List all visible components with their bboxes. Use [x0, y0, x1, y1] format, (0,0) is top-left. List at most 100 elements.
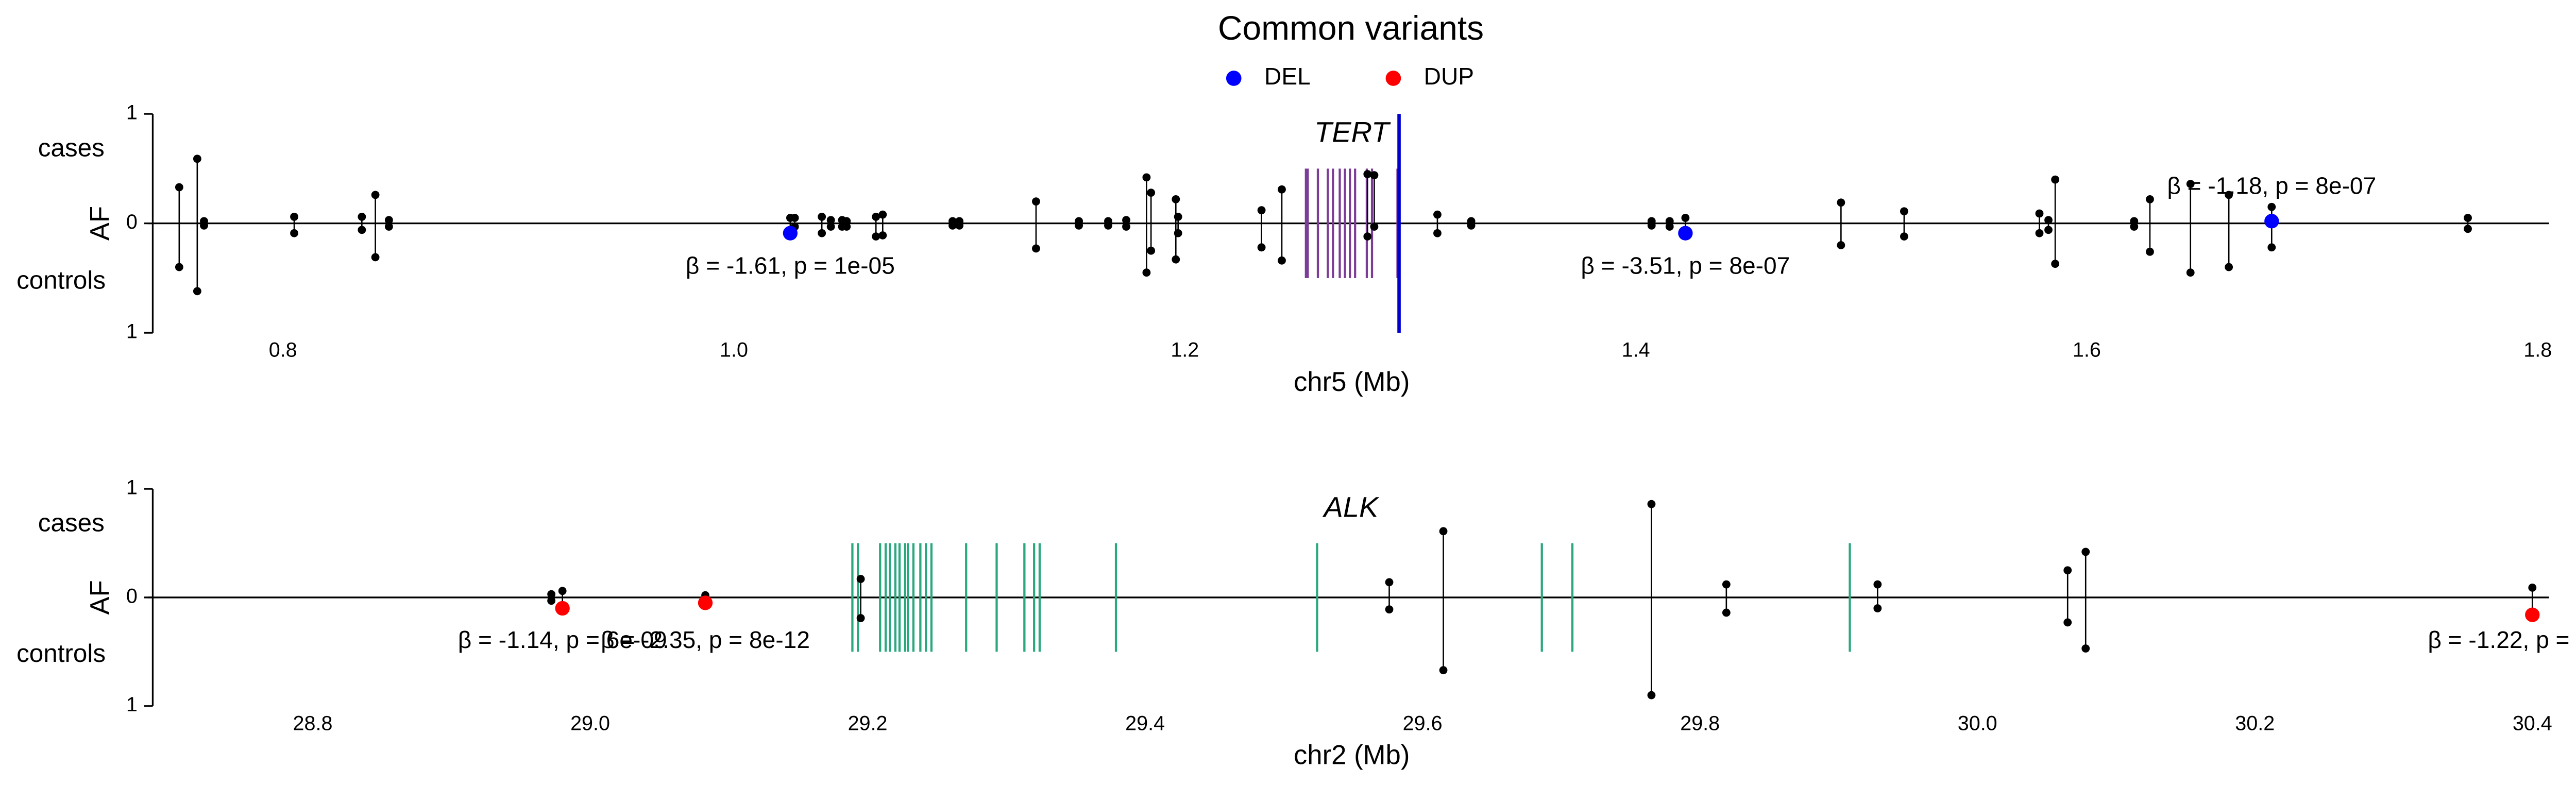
control-dot [290, 229, 298, 237]
x-tick-label: 30.4 [2513, 712, 2552, 734]
x-axis-label: chr2 (Mb) [1294, 740, 1410, 770]
control-dot [1032, 244, 1040, 253]
case-dot [1873, 580, 1882, 589]
controls-label: controls [16, 266, 106, 294]
case-dot [1722, 580, 1731, 589]
case-dot [1122, 216, 1130, 225]
control-dot [1172, 255, 1180, 264]
control-dot [1900, 232, 1908, 241]
case-dot [1278, 185, 1286, 194]
case-dot [2225, 191, 2233, 199]
case-dot [2051, 175, 2060, 184]
control-dot [1278, 256, 1286, 265]
significant-dot [2264, 214, 2279, 229]
control-dot [2267, 243, 2276, 252]
control-dot [1370, 223, 1379, 231]
controls-label: controls [16, 639, 106, 668]
case-dot [2044, 216, 2053, 225]
significant-dot [698, 595, 713, 610]
control-dot [2130, 223, 2139, 231]
control-dot [1873, 604, 1882, 612]
control-dot [2081, 644, 2090, 653]
significant-dot [2525, 607, 2540, 622]
control-dot [2146, 247, 2154, 256]
case-dot [371, 191, 380, 199]
case-dot [872, 212, 880, 221]
case-dot [2081, 548, 2090, 556]
case-dot [1172, 195, 1180, 203]
control-dot [1722, 608, 1731, 617]
case-dot [856, 575, 865, 583]
legend-label: DEL [1264, 63, 1311, 90]
case-dot [1900, 207, 1908, 216]
case-dot [818, 212, 826, 221]
control-dot [1647, 691, 1656, 699]
case-dot [2267, 202, 2276, 211]
case-dot [1370, 171, 1379, 180]
significant-dot [783, 226, 798, 241]
case-dot [878, 210, 887, 219]
case-dot [1433, 210, 1442, 219]
control-dot [1174, 229, 1182, 237]
x-tick-label: 1.6 [2073, 339, 2101, 362]
control-dot [2225, 263, 2233, 271]
control-dot [1665, 223, 1674, 231]
case-dot [1147, 189, 1156, 197]
case-dot [1647, 500, 1656, 508]
case-dot [1032, 197, 1040, 206]
case-dot [790, 214, 799, 222]
significance-label: β = -1.14, p = 6e-09 [458, 626, 667, 653]
case-dot [384, 216, 393, 225]
x-tick-label: 29.0 [570, 712, 610, 734]
case-dot [1257, 206, 1266, 215]
control-dot [842, 223, 851, 231]
control-dot [872, 232, 880, 241]
y-tick-label: 0 [126, 211, 138, 233]
control-dot [1837, 241, 1845, 249]
x-tick-label: 1.2 [1171, 339, 1199, 362]
y-tick-label: 1 [126, 320, 138, 343]
gene-label: ALK [1323, 490, 1380, 523]
legend-marker [1226, 71, 1242, 86]
case-dot [193, 155, 201, 163]
control-dot [1439, 666, 1448, 675]
case-dot [2063, 566, 2072, 575]
y-tick-label: 1 [126, 693, 138, 716]
control-dot [856, 614, 865, 622]
x-tick-label: 30.2 [2235, 712, 2275, 734]
case-dot [358, 212, 366, 221]
control-dot [1122, 223, 1130, 231]
control-dot [2186, 268, 2195, 277]
control-dot [193, 287, 201, 296]
significance-label: β = -1.18, p = 8e-07 [2167, 173, 2376, 199]
control-dot [955, 221, 964, 230]
control-dot [1257, 243, 1266, 252]
case-dot [1363, 170, 1372, 178]
control-dot [1433, 229, 1442, 237]
control-dot [175, 263, 183, 271]
control-dot [1467, 221, 1476, 230]
case-dot [1385, 578, 1394, 587]
control-dot [1385, 605, 1394, 614]
significance-label: β = -3.51, p = 8e-07 [1581, 252, 1790, 279]
significant-dot [555, 601, 570, 616]
case-dot [290, 212, 298, 221]
control-dot [547, 596, 556, 605]
x-tick-label: 1.0 [720, 339, 748, 362]
x-tick-label: 30.0 [1958, 712, 1997, 734]
control-dot [371, 253, 380, 262]
control-dot [2035, 229, 2044, 237]
cases-label: cases [38, 508, 105, 537]
control-dot [2063, 618, 2072, 627]
control-dot [826, 223, 835, 231]
case-dot [1142, 173, 1151, 182]
y-axis-label: AF [85, 206, 115, 241]
legend-marker [1385, 71, 1401, 86]
case-dot [826, 216, 835, 225]
x-tick-label: 1.4 [1622, 339, 1650, 362]
control-dot [200, 221, 208, 230]
cases-label: cases [38, 133, 105, 162]
y-axis-label: AF [85, 580, 115, 614]
case-dot [558, 587, 567, 595]
